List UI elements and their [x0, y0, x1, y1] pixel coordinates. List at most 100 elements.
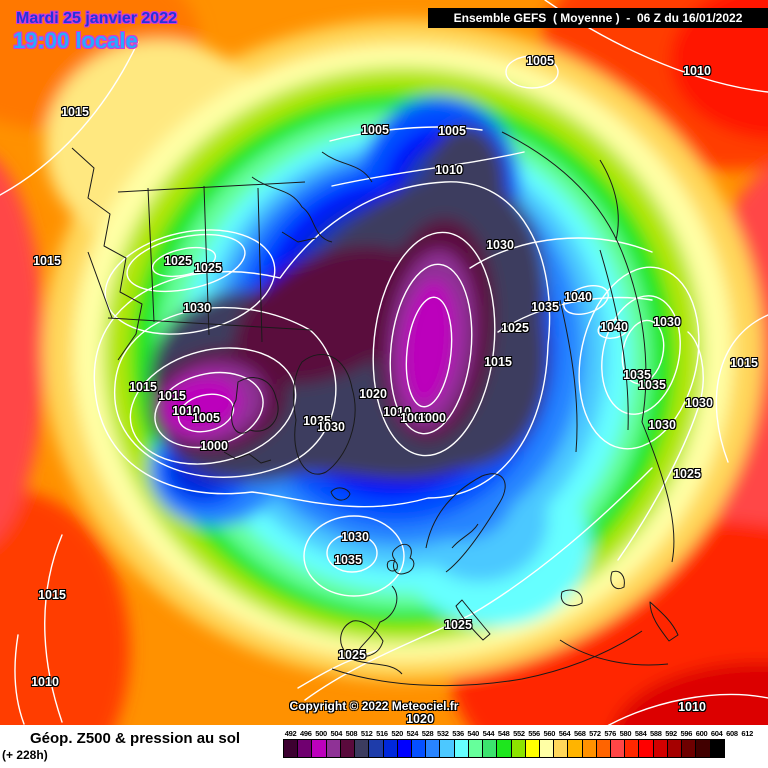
model-header-label: Ensemble GEFS ( Moyenne ) - 06 Z du 16/0…: [453, 11, 743, 25]
colorbar-swatch: [482, 739, 498, 758]
colorbar-swatch: [339, 739, 356, 758]
pressure-label: 1005: [361, 123, 389, 137]
pressure-label: 1030: [317, 420, 345, 434]
pressure-label: 1010: [678, 700, 706, 714]
legend-title: Géop. Z500 & pression au sol: [30, 730, 241, 747]
colorbar-value: 508: [345, 729, 358, 738]
colorbar-swatch: [396, 739, 412, 758]
pressure-label: 1025: [194, 261, 222, 275]
colorbar-value: 552: [513, 729, 525, 738]
pressure-label: 1035: [334, 553, 362, 567]
pressure-label: 1015: [730, 356, 758, 370]
colorbar-value: 564: [558, 729, 571, 738]
colorbar-value: 592: [665, 729, 677, 738]
colorbar-value: 500: [315, 729, 327, 738]
colorbar-swatch: [595, 739, 612, 758]
colorbar-swatch: [311, 739, 327, 758]
colorbar-value: 572: [589, 729, 601, 738]
colorbar-swatch: [439, 739, 455, 758]
colorbar-value: 496: [300, 729, 312, 738]
pressure-label: 1040: [564, 290, 592, 304]
pressure-label: 1035: [303, 414, 331, 428]
colorbar-swatch: [496, 739, 512, 758]
colorbar-value: 528: [421, 729, 434, 738]
pressure-label: 1015: [129, 380, 157, 394]
colorbar-swatch: [368, 739, 384, 758]
colorbar-swatch: [666, 739, 683, 758]
pressure-label: 1010: [172, 404, 200, 418]
colorbar-value: 512: [360, 729, 373, 738]
colorbar-value: 576: [604, 729, 617, 738]
colorbar: 492 496 500 504 508 512 516 520 524 528 532 536 540 5…: [283, 729, 755, 758]
colorbar-swatch: [681, 739, 697, 758]
pressure-label: 1020: [359, 387, 387, 401]
pressure-label: 1025: [501, 321, 529, 335]
colorbar-value: 544: [482, 729, 495, 738]
colorbar-value: 536: [452, 729, 464, 738]
pressure-label: 1035: [638, 378, 666, 392]
pressure-label: 1005: [400, 411, 428, 425]
pressure-label: 1010: [435, 163, 463, 177]
pressure-label: 1040: [600, 320, 628, 334]
pressure-label: 1010: [383, 405, 411, 419]
pressure-label: 1005: [438, 124, 466, 138]
colorbar-swatch: [638, 739, 654, 758]
datetime-overlay: Mardi 25 janvier 2022 19:00 locale: [13, 10, 177, 54]
colorbar-value: 556: [528, 729, 540, 738]
colorbar-swatch: [325, 739, 341, 758]
colorbar-value: 540: [467, 729, 480, 738]
pressure-label: 1030: [183, 301, 211, 315]
colorbar-swatch: [610, 739, 626, 758]
colorbar-swatch: [581, 739, 597, 758]
colorbar-value: 492: [284, 729, 297, 738]
pressure-label: 1015: [158, 389, 186, 403]
pressure-label: 1015: [38, 588, 66, 602]
model-header-bar: Ensemble GEFS ( Moyenne ) - 06 Z du 16/0…: [428, 8, 768, 28]
colorbar-value: 560: [543, 729, 556, 738]
colorbar-swatch: [624, 739, 640, 758]
colorbar-value: 588: [650, 729, 662, 738]
colorbar-value: 568: [573, 729, 586, 738]
pressure-label: 1030: [685, 396, 713, 410]
colorbar-value: 608: [726, 729, 738, 738]
colorbar-swatch: [524, 739, 540, 758]
colorbar-swatch: [467, 739, 484, 758]
legend-subtitle: (+ 228h): [2, 748, 48, 762]
colorbar-swatch: [453, 739, 469, 758]
colorbar-values: 492 496 500 504 508 512 516 520 524 528 532 536 540 5…: [283, 729, 755, 738]
colorbar-swatch: [354, 739, 370, 758]
colorbar-swatch: [297, 739, 313, 758]
pressure-label: 1015: [61, 105, 89, 119]
pressure-label: 1035: [623, 368, 651, 382]
colorbar-swatch: [709, 739, 725, 758]
colorbar-swatch: [510, 739, 526, 758]
date-text: Mardi 25 janvier 2022: [16, 10, 177, 27]
time-text: 19:00 locale: [13, 28, 138, 53]
pressure-label: 1025: [164, 254, 192, 268]
pressure-label: 1025: [444, 618, 472, 632]
pressure-label: 1035: [531, 300, 559, 314]
legend-strip: Géop. Z500 & pression au sol (+ 228h) 49…: [0, 725, 768, 768]
colorbar-swatch: [652, 739, 668, 758]
colorbar-swatch: [410, 739, 427, 758]
colorbar-value: 548: [497, 729, 510, 738]
pressure-label: 1030: [653, 315, 681, 329]
pressure-label: 1010: [683, 64, 711, 78]
colorbar-swatch: [538, 739, 555, 758]
pressure-label: 1010: [31, 675, 59, 689]
pressure-label: 1005: [192, 411, 220, 425]
pressure-label: 1000: [418, 411, 446, 425]
colorbar-swatch: [283, 739, 299, 758]
colorbar-value: 580: [619, 729, 632, 738]
colorbar-value: 584: [634, 729, 647, 738]
pressure-label: 1025: [673, 467, 701, 481]
colorbar-value: 516: [376, 729, 388, 738]
pressure-label: 1000: [200, 439, 228, 453]
pressure-label: 1005: [526, 54, 554, 68]
colorbar-value: 524: [406, 729, 419, 738]
colorbar-swatch: [553, 739, 569, 758]
colorbar-value: 520: [391, 729, 403, 738]
colorbar-swatch: [382, 739, 398, 758]
colorbar-swatch: [425, 739, 441, 758]
